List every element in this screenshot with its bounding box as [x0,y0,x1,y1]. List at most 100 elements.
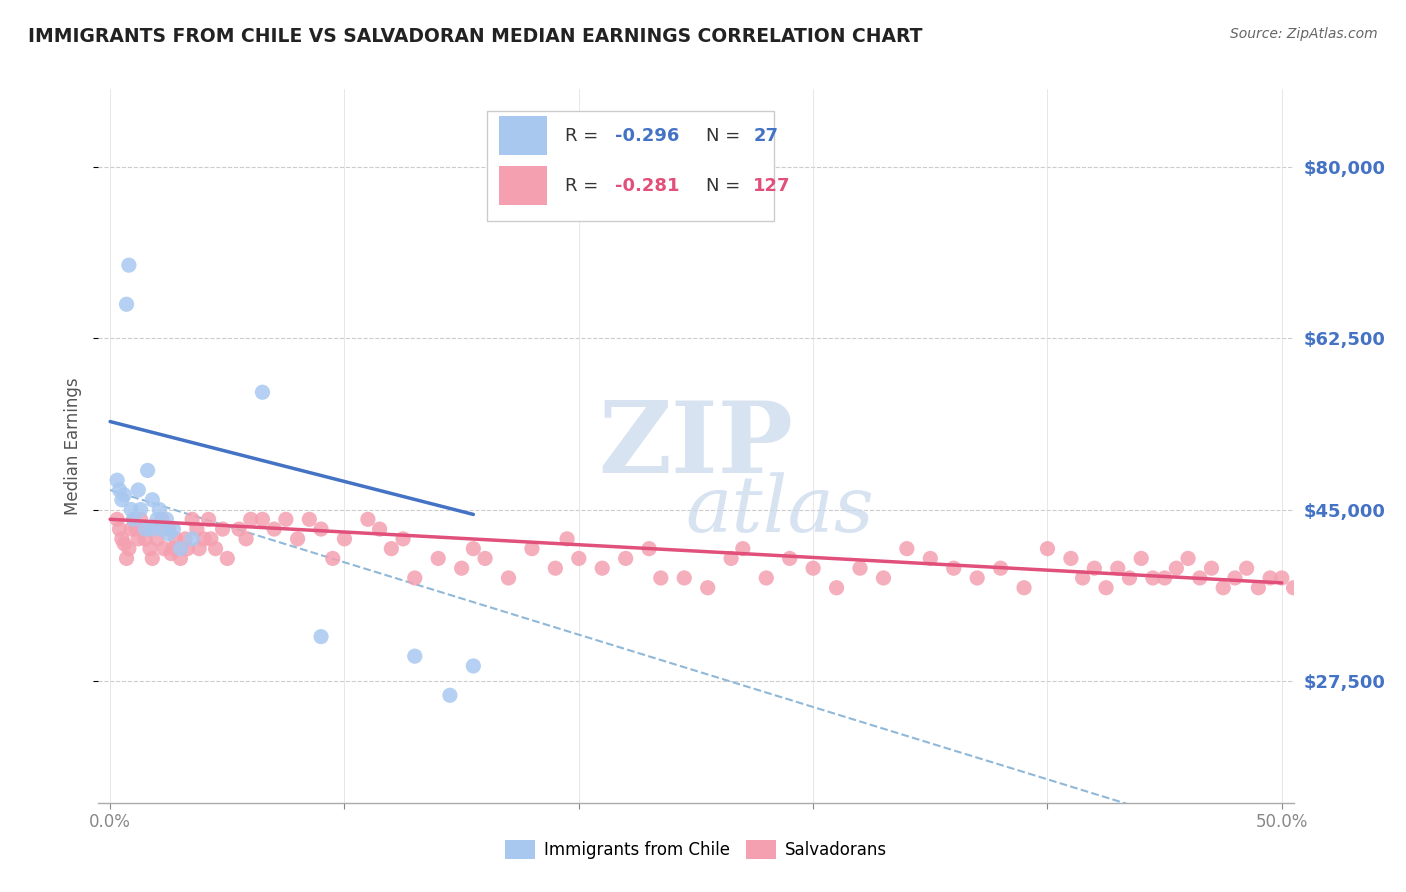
Point [148,517,170,532]
Text: R =: R = [565,127,603,145]
Point [115,297,138,311]
Point [112,488,135,502]
Y-axis label: Median Earnings: Median Earnings [65,377,83,515]
Point [1153,571,1175,585]
Point [148,502,170,516]
Point [1399,610,1406,624]
Point [872,571,894,585]
Text: ZIP: ZIP [599,398,793,494]
Point [136,522,159,536]
Point [120,502,142,516]
Point [239,512,262,526]
Point [942,561,965,575]
Point [650,571,672,585]
Point [755,571,778,585]
Point [404,649,426,664]
Point [112,537,135,551]
Text: N =: N = [706,127,745,145]
Point [368,522,391,536]
Point [188,541,211,556]
Point [966,571,988,585]
Point [731,541,754,556]
Point [105,473,128,487]
Point [186,522,208,536]
Point [1388,600,1406,615]
Point [920,551,942,566]
Point [235,532,257,546]
Point [263,522,285,536]
Point [146,512,169,526]
Point [1201,561,1223,575]
Point [638,541,661,556]
Text: -0.281: -0.281 [614,177,679,194]
Point [1341,600,1364,615]
Point [287,532,309,546]
Point [169,551,191,566]
Point [779,551,801,566]
Text: 27: 27 [754,127,779,145]
Point [157,522,180,536]
Point [1376,620,1399,634]
Point [111,492,134,507]
Point [463,541,485,556]
Point [1107,561,1129,575]
Point [105,512,128,526]
Point [696,581,718,595]
Point [1118,571,1140,585]
Point [463,659,485,673]
Point [896,541,918,556]
FancyBboxPatch shape [499,116,547,155]
Point [801,561,824,575]
Point [129,512,152,526]
Point [1142,571,1164,585]
Point [108,483,131,497]
Point [160,547,183,561]
Point [474,551,496,566]
Point [1188,571,1211,585]
Point [108,522,131,536]
Point [1317,581,1340,595]
Point [392,532,415,546]
Point [1236,561,1258,575]
Text: N =: N = [706,177,745,194]
Point [1223,571,1246,585]
Point [153,541,176,556]
Point [568,551,591,566]
Point [380,541,402,556]
Point [134,522,156,536]
Point [1364,610,1386,624]
Point [1083,561,1105,575]
Point [849,561,872,575]
Point [1095,581,1118,595]
Point [197,512,219,526]
FancyBboxPatch shape [499,166,547,205]
Point [252,512,274,526]
Point [1329,591,1351,605]
Point [427,551,450,566]
Point [520,541,543,556]
Text: atlas: atlas [685,472,875,549]
Point [1130,551,1153,566]
Point [1282,581,1305,595]
Point [136,463,159,477]
Point [274,512,297,526]
Point [165,532,187,546]
Point [141,492,163,507]
Point [141,522,163,536]
Point [544,561,567,575]
Point [200,532,222,546]
Point [720,551,742,566]
Point [1071,571,1094,585]
Point [252,385,274,400]
Point [118,258,141,272]
Point [146,532,169,546]
Point [157,527,180,541]
Legend: Immigrants from Chile, Salvadorans: Immigrants from Chile, Salvadorans [499,833,893,866]
Point [1060,551,1083,566]
Point [1247,581,1270,595]
Point [1212,581,1234,595]
Point [450,561,472,575]
Point [614,551,637,566]
Point [555,532,578,546]
Point [228,522,250,536]
